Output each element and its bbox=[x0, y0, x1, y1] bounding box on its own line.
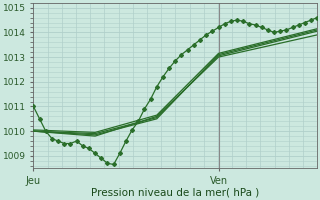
X-axis label: Pression niveau de la mer( hPa ): Pression niveau de la mer( hPa ) bbox=[91, 187, 260, 197]
